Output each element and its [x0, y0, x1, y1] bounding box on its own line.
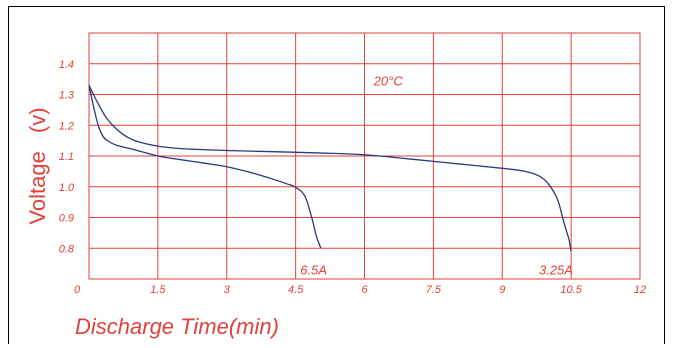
x-tick-label: 12 — [634, 284, 646, 296]
y-tick-label: 1.2 — [59, 120, 74, 132]
x-tick-label: 10.5 — [560, 284, 582, 296]
chart-ticks: 0 1.5 3 4.5 6 7.5 9 10.5 12 0.8 0.9 1.0 1.1 1.2 1.3 1.4 — [59, 59, 646, 296]
x-tick-label: 7.5 — [426, 284, 442, 296]
series-label: 3.25A — [539, 263, 573, 278]
chart-grid — [88, 32, 641, 280]
series-line-6.5A — [88, 85, 322, 249]
series-label: 6.5A — [300, 263, 327, 278]
y-tick-label: 1.1 — [59, 151, 74, 163]
y-axis-unit: (v) — [25, 107, 50, 133]
y-axis-label: Voltage (v) — [25, 107, 50, 224]
x-axis-label: Discharge Time(min) — [75, 314, 279, 339]
x-tick-label: 0 — [74, 284, 81, 296]
y-tick-label: 0.9 — [59, 213, 74, 225]
y-tick-label: 1.0 — [59, 182, 75, 194]
x-tick-label: 1.5 — [150, 284, 166, 296]
chart-curves — [88, 84, 572, 252]
y-tick-label: 0.8 — [59, 243, 75, 255]
series-labels: 6.5A 3.25A — [300, 263, 573, 278]
temperature-annotation: 20°C — [373, 73, 404, 88]
x-tick-label: 6 — [361, 284, 368, 296]
chart-frame — [8, 6, 665, 344]
series-line-3.25A — [88, 84, 572, 252]
x-tick-label: 3 — [224, 284, 231, 296]
y-tick-label: 1.4 — [59, 59, 74, 71]
x-tick-label: 9 — [499, 284, 505, 296]
y-axis-title: Voltage — [25, 151, 50, 224]
y-tick-label: 1.3 — [59, 90, 75, 102]
x-tick-label: 4.5 — [288, 284, 304, 296]
